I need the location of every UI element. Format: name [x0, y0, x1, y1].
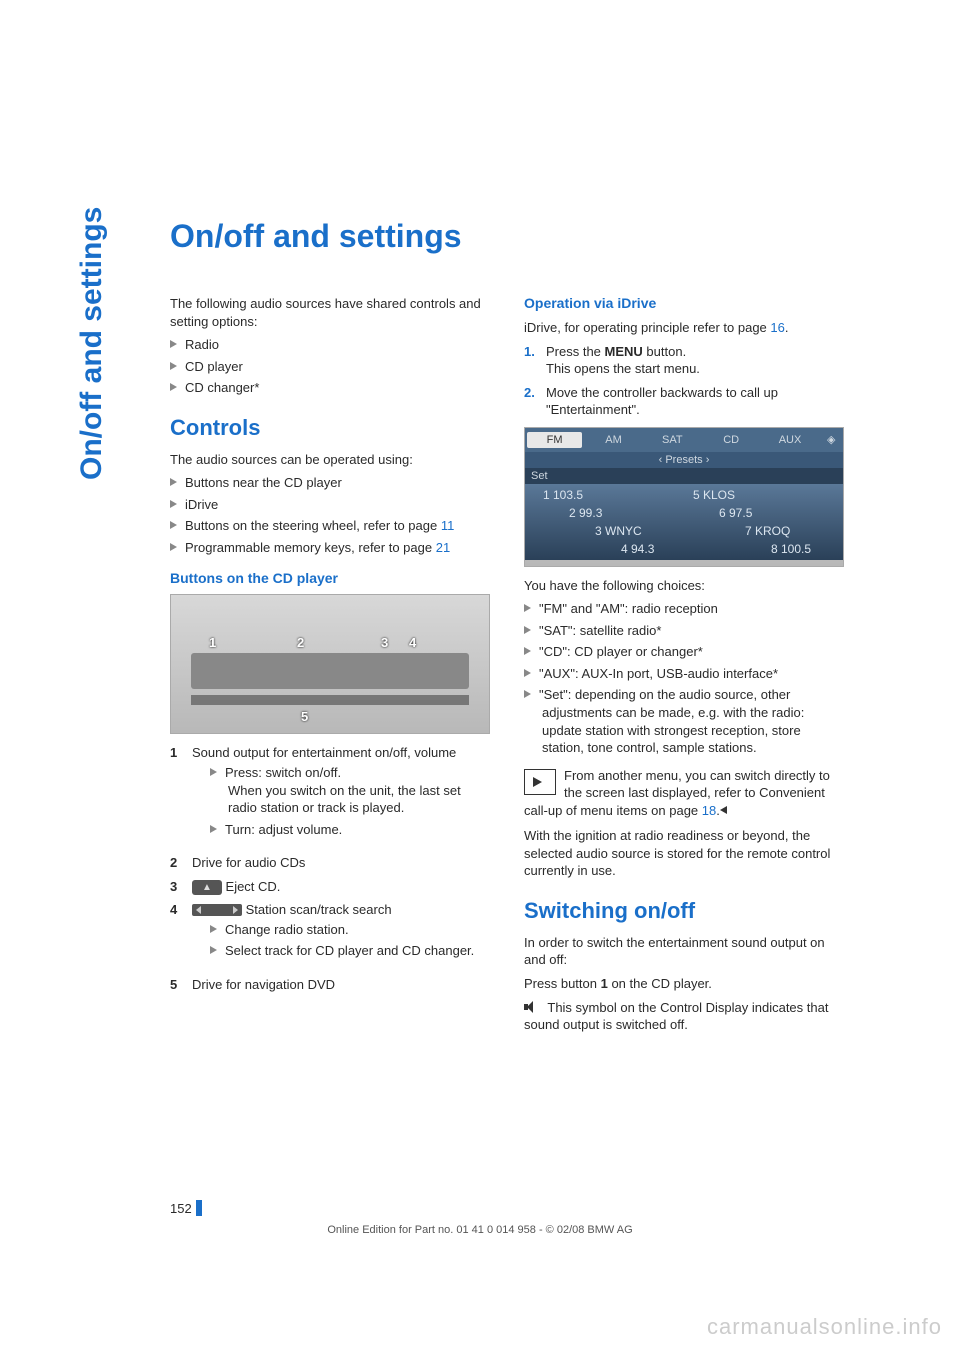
operation-steps: 1. Press the MENU button.This opens the …: [524, 343, 844, 419]
choices-list: "FM" and "AM": radio reception "SAT": sa…: [524, 600, 844, 756]
list-item: CD player: [170, 358, 490, 376]
list-item: "Set": depending on the audio source, ot…: [524, 686, 844, 756]
page-link[interactable]: 21: [436, 540, 450, 555]
idrive-tabs: FM AM SAT CD AUX ◈: [525, 428, 843, 452]
right-column: Operation via iDrive iDrive, for operati…: [524, 295, 844, 1040]
operation-intro: iDrive, for operating principle refer to…: [524, 319, 844, 337]
triangle-icon: [170, 500, 177, 508]
list-item: Turn: adjust volume.: [210, 821, 490, 839]
scan-icon: [192, 904, 242, 916]
list-item: Radio: [170, 336, 490, 354]
legend-item: 4 Station scan/track search Change radio…: [170, 901, 490, 970]
left-column: The following audio sources have shared …: [170, 295, 490, 1040]
tab-sat: SAT: [643, 434, 702, 446]
station: 4 94.3: [621, 542, 654, 556]
station-list: 1 103.5 2 99.3 3 WNYC 4 94.3 5 KLOS 6 97…: [525, 484, 843, 560]
station: 2 99.3: [569, 506, 602, 520]
switch-p3: This symbol on the Control Display indic…: [524, 999, 844, 1034]
triangle-icon: [524, 604, 531, 612]
list-item: "AUX": AUX-In port, USB-audio interface*: [524, 665, 844, 683]
idrive-screen-figure: FM AM SAT CD AUX ◈ ‹ Presets › Set 1 103…: [524, 427, 844, 567]
intro-text: The following audio sources have shared …: [170, 295, 490, 330]
page-link[interactable]: 11: [441, 518, 455, 533]
cd-player-figure: 1 2 3 4 5: [170, 594, 490, 734]
figure-label: 5: [301, 709, 308, 724]
figure-label: 2: [297, 635, 304, 650]
triangle-icon: [170, 478, 177, 486]
figure-label: 4: [409, 635, 416, 650]
list-item: "SAT": satellite radio*: [524, 622, 844, 640]
tab-am: AM: [584, 434, 643, 446]
switch-p2: Press button 1 on the CD player.: [524, 975, 844, 993]
triangle-icon: [524, 626, 531, 634]
cd-button-legend: 1 Sound output for entertainment on/off,…: [170, 744, 490, 993]
manual-page: On/off and settings On/off and settings …: [0, 0, 960, 1358]
choices-intro: You have the following choices:: [524, 577, 844, 595]
triangle-icon: [524, 647, 531, 655]
side-section-title: On/off and settings: [75, 207, 109, 480]
triangle-icon: [170, 362, 177, 370]
triangle-icon: [170, 383, 177, 391]
page-content: On/off and settings The following audio …: [170, 218, 850, 1040]
legend-item: 3▲ Eject CD.: [170, 878, 490, 896]
note-block: From another menu, you can switch direct…: [524, 767, 844, 820]
station: 3 WNYC: [595, 524, 642, 538]
triangle-icon: [210, 946, 217, 954]
triangle-icon: [170, 340, 177, 348]
triangle-back-icon: [720, 806, 727, 814]
triangle-icon: [524, 669, 531, 677]
station: 7 KROQ: [745, 524, 790, 538]
cd-buttons-heading: Buttons on the CD player: [170, 570, 490, 586]
page-title: On/off and settings: [170, 218, 850, 255]
switch-p1: In order to switch the entertainment sou…: [524, 934, 844, 969]
legend-item: 2Drive for audio CDs: [170, 854, 490, 872]
list-item: Change radio station.: [210, 921, 490, 939]
operation-heading: Operation via iDrive: [524, 295, 844, 311]
watermark: carmanualsonline.info: [707, 1314, 942, 1340]
step-item: 1. Press the MENU button.This opens the …: [524, 343, 844, 378]
station: 6 97.5: [719, 506, 752, 520]
figure-label: 1: [209, 635, 216, 650]
controls-list: Buttons near the CD player iDrive Button…: [170, 474, 490, 556]
controls-heading: Controls: [170, 415, 490, 441]
step-item: 2. Move the controller backwards to call…: [524, 384, 844, 419]
station: 8 100.5: [771, 542, 811, 556]
legend-item: 1 Sound output for entertainment on/off,…: [170, 744, 490, 848]
list-item: Buttons on the steering wheel, refer to …: [170, 517, 490, 535]
set-label: Set: [525, 468, 843, 484]
eject-icon: ▲: [192, 880, 222, 896]
page-link[interactable]: 16: [770, 320, 784, 335]
page-number: 152: [170, 1200, 202, 1216]
footer-text: Online Edition for Part no. 01 41 0 014 …: [0, 1224, 960, 1236]
tab-fm: FM: [527, 432, 582, 448]
triangle-icon: [524, 690, 531, 698]
legend-item: 5Drive for navigation DVD: [170, 976, 490, 994]
presets-label: ‹ Presets ›: [525, 452, 843, 468]
controls-intro: The audio sources can be operated using:: [170, 451, 490, 469]
ignition-note: With the ignition at radio readiness or …: [524, 827, 844, 880]
note-icon: [524, 769, 556, 795]
mute-icon: [524, 1001, 542, 1013]
source-list: Radio CD player CD changer*: [170, 336, 490, 397]
list-item: "FM" and "AM": radio reception: [524, 600, 844, 618]
list-item: iDrive: [170, 496, 490, 514]
station: 5 KLOS: [693, 488, 735, 502]
page-link[interactable]: 18: [702, 803, 716, 818]
station: 1 103.5: [543, 488, 583, 502]
triangle-icon: [210, 825, 217, 833]
list-item: Press: switch on/off.When you switch on …: [210, 764, 490, 817]
tab-aux: AUX: [761, 434, 820, 446]
triangle-icon: [210, 925, 217, 933]
switching-heading: Switching on/off: [524, 898, 844, 924]
list-item: "CD": CD player or changer*: [524, 643, 844, 661]
list-item: Select track for CD player and CD change…: [210, 942, 490, 960]
tab-cd: CD: [702, 434, 761, 446]
triangle-icon: [210, 768, 217, 776]
triangle-icon: [170, 521, 177, 529]
list-item: CD changer*: [170, 379, 490, 397]
list-item: Programmable memory keys, refer to page …: [170, 539, 490, 557]
figure-label: 3: [381, 635, 388, 650]
list-item: Buttons near the CD player: [170, 474, 490, 492]
triangle-icon: [170, 543, 177, 551]
